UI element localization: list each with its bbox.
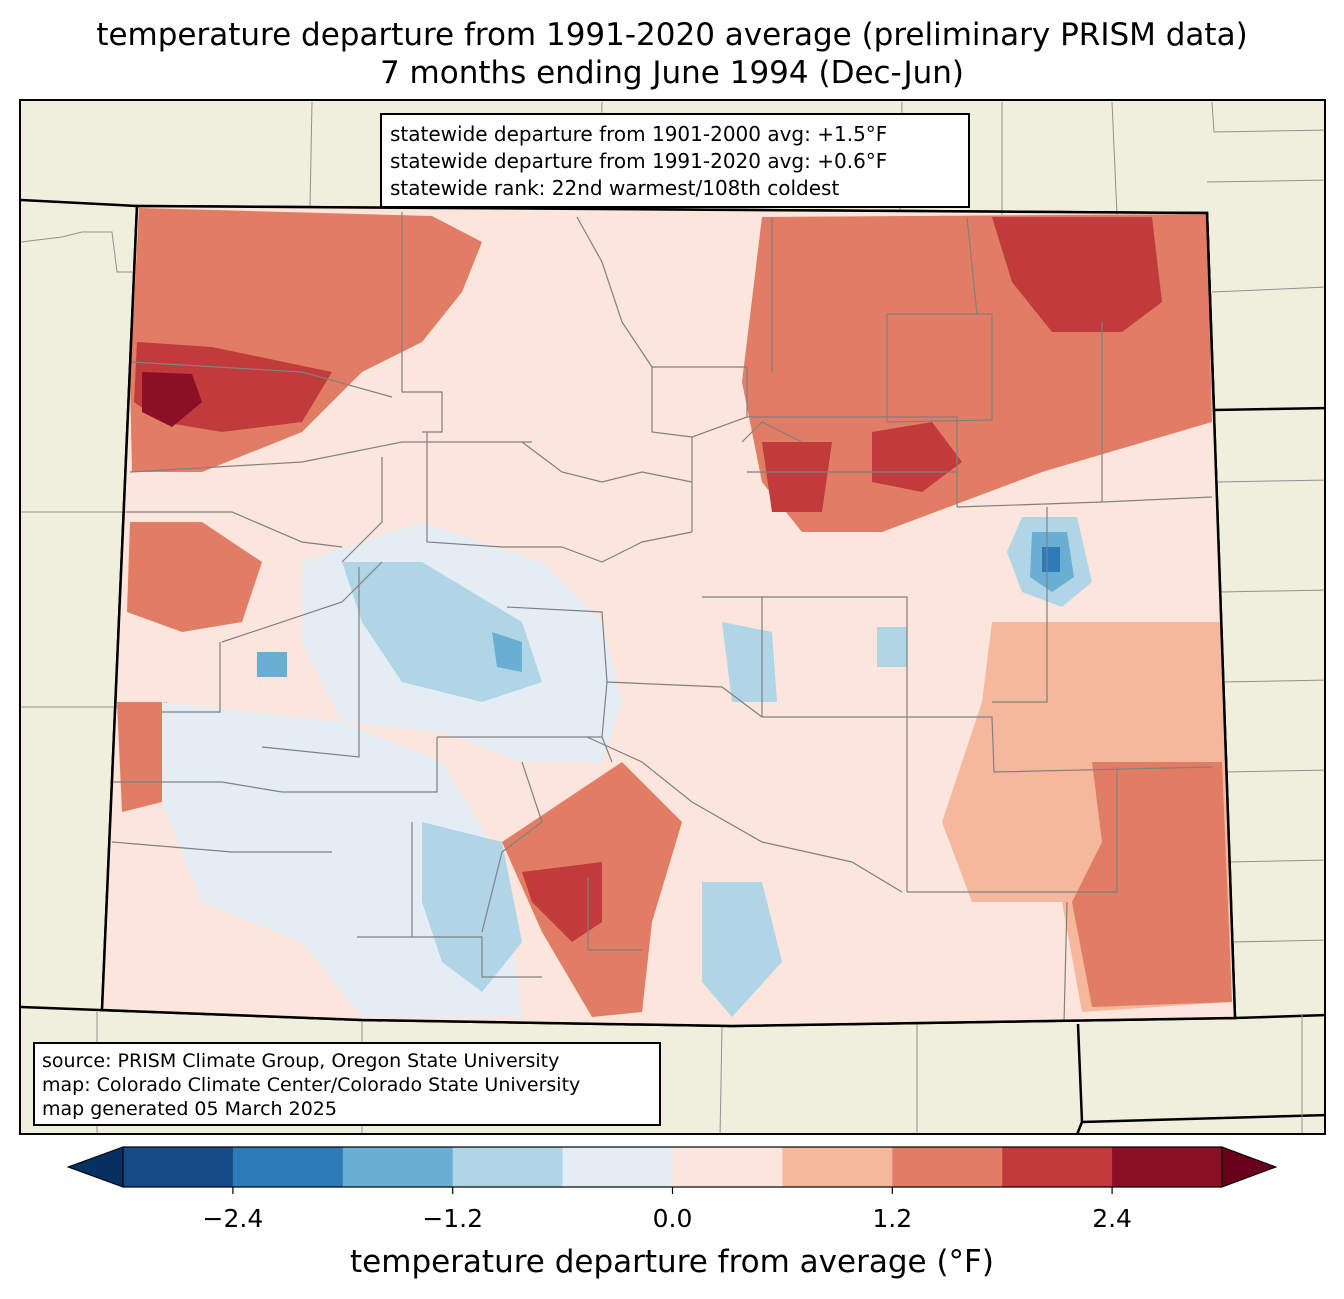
anomaly-nw-core <box>142 372 202 427</box>
colorbar-tick-label: −1.2 <box>422 1204 483 1233</box>
anomaly-center-ne-hot <box>872 422 962 492</box>
cool-anomaly-areas <box>162 517 1092 1017</box>
map-subtitle: 7 months ending June 1994 (Dec-Jun) <box>379 55 965 91</box>
stat-1991-2020: statewide departure from 1991-2020 avg: … <box>390 149 888 173</box>
anomaly-front-range-hot <box>762 442 832 512</box>
oklahoma-border <box>1076 1023 1324 1133</box>
colorbar-bin <box>892 1147 1003 1187</box>
anomaly-e-cool-spot <box>877 627 907 667</box>
colorbar: −2.4 −1.2 0.0 1.2 2.4 <box>66 1146 1278 1233</box>
colorbar-bin <box>782 1147 893 1187</box>
stat-rank: statewide rank: 22nd warmest/108th colde… <box>390 176 840 200</box>
colorbar-tick-label: 1.2 <box>872 1204 912 1233</box>
source-prism: source: PRISM Climate Group, Oregon Stat… <box>42 1050 560 1072</box>
colorbar-label: temperature departure from average (°F) <box>350 1244 994 1280</box>
colorbar-bin <box>342 1147 454 1187</box>
colorbar-bin <box>672 1147 783 1187</box>
anomaly-central-cooler <box>342 562 542 702</box>
anomaly-se-warmer <box>1072 762 1232 1007</box>
anomaly-san-luis-cool <box>422 822 522 992</box>
anomaly-sangre-hot <box>522 862 602 942</box>
map-panel: statewide departure from 1901-2000 avg: … <box>19 99 1326 1135</box>
colorbar-bin <box>1002 1147 1113 1187</box>
anomaly-w-warm <box>127 522 262 632</box>
colorbar-under-arrow <box>66 1146 124 1188</box>
colorbar-bin <box>452 1147 564 1187</box>
anomaly-w-cool-spot <box>257 652 287 677</box>
anomaly-central-coolest <box>492 632 522 672</box>
statewide-stats-box: statewide departure from 1901-2000 avg: … <box>380 113 970 208</box>
stat-1901-2000: statewide departure from 1901-2000 avg: … <box>390 122 888 146</box>
colorado-departure-map <box>21 101 1324 1133</box>
county-lines <box>111 212 1213 1023</box>
colorbar-over-arrow <box>1221 1146 1278 1188</box>
colorbar-tick-label: 0.0 <box>653 1204 693 1233</box>
colorbar-bin <box>123 1147 234 1187</box>
anomaly-sw-warm <box>117 702 167 812</box>
colorado-outline <box>100 204 1237 1028</box>
source-generated: map generated 05 March 2025 <box>42 1098 337 1120</box>
warm-anomaly-areas <box>117 208 1232 1017</box>
source-map: map: Colorado Climate Center/Colorado St… <box>42 1074 581 1096</box>
anomaly-ark-cool <box>702 882 782 1017</box>
map-title: temperature departure from 1991-2020 ave… <box>96 17 1248 53</box>
anomaly-ne-hot <box>992 217 1162 332</box>
colorbar-bin <box>232 1147 344 1187</box>
colorbar-tick-label: −2.4 <box>203 1204 264 1233</box>
anomaly-pueblo-cool <box>722 622 777 702</box>
source-box: source: PRISM Climate Group, Oregon Stat… <box>33 1042 661 1126</box>
colorbar-bin <box>1112 1147 1223 1187</box>
colorbar-tick-label: 2.4 <box>1092 1204 1132 1233</box>
anomaly-sw-cool <box>162 702 522 1017</box>
anomaly-east-cool-core <box>1042 547 1060 572</box>
colorbar-bin <box>562 1147 673 1187</box>
